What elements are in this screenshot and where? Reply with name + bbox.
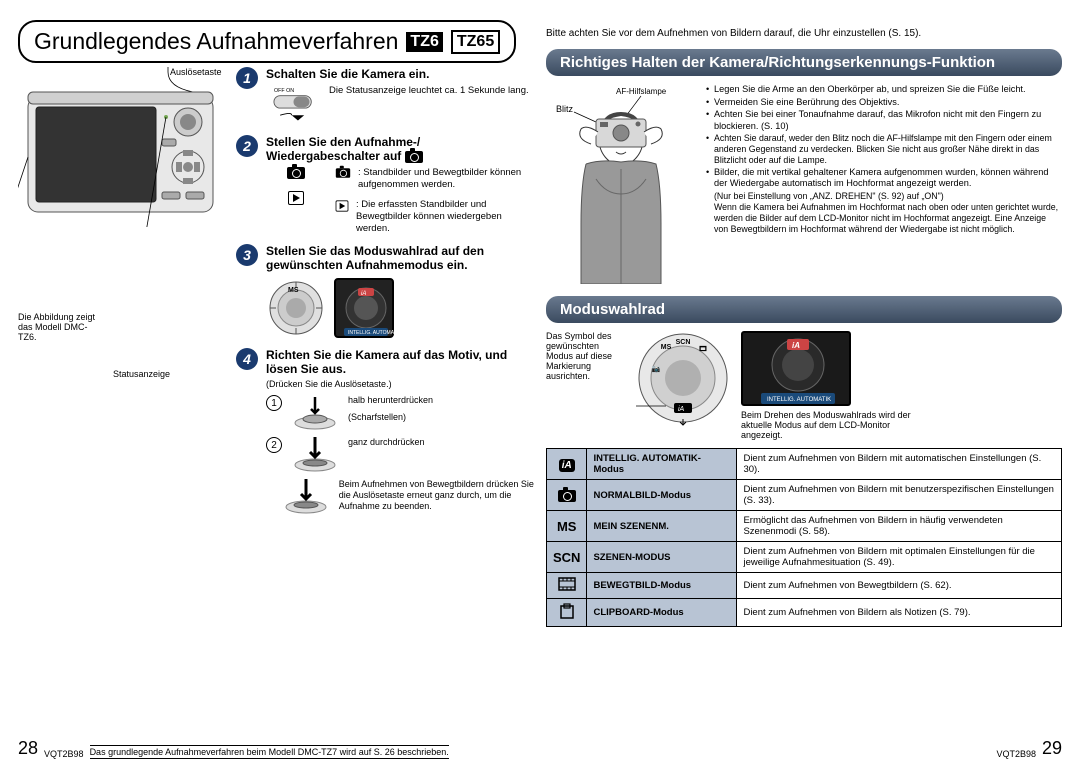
camera-mode-icon bbox=[287, 167, 305, 179]
holding-bullets: Legen Sie die Arme an den Oberkörper ab,… bbox=[706, 84, 1062, 284]
svg-text:OFF ON: OFF ON bbox=[274, 88, 294, 94]
full-press-icon bbox=[290, 437, 340, 473]
svg-text:SCN: SCN bbox=[676, 339, 691, 346]
svg-text:INTELLIG. AUTOMATIK: INTELLIG. AUTOMATIK bbox=[348, 330, 396, 336]
mode-row-5: CLIPBOARD-Modus Dient zum Aufnehmen von … bbox=[547, 599, 1062, 627]
press-2-text-a: ganz durchdrücken bbox=[348, 437, 425, 448]
footer-left: 28 VQT2B98 Das grundlegende Aufnahmeverf… bbox=[18, 738, 449, 759]
step-3: 3 Stellen Sie das Moduswahlrad auf den g… bbox=[236, 244, 534, 338]
bullet-0: Legen Sie die Arme an den Oberkörper ab,… bbox=[706, 84, 1062, 96]
svg-text:MS: MS bbox=[661, 344, 672, 351]
ia-icon: iA bbox=[559, 459, 575, 472]
mode-row-4: BEWEGTBILD-Modus Dient zum Aufnehmen von… bbox=[547, 573, 1062, 599]
camera-mode-table-icon bbox=[558, 490, 576, 502]
camera-icon-small bbox=[336, 168, 350, 178]
bullet-3: Achten Sie darauf, weder den Blitz noch … bbox=[706, 133, 1062, 166]
mode-row-2: MS MEIN SZENENM. Ermöglicht das Aufnehme… bbox=[547, 511, 1062, 542]
mode-row-3: SCN SZENEN-MODUS Dient zum Aufnehmen von… bbox=[547, 542, 1062, 573]
model-note: Die Abbildung zeigt das Modell DMC-TZ6. bbox=[18, 312, 98, 342]
page-num-right: 29 bbox=[1042, 738, 1062, 759]
left-page: Grundlegendes Aufnahmeverfahren TZ6 TZ65… bbox=[18, 20, 534, 757]
step-3-number: 3 bbox=[236, 244, 258, 266]
press-1-text-a: halb herunterdrücken bbox=[348, 395, 433, 406]
mode-dial-large: SCN MS 🎞 📷 iA bbox=[636, 331, 731, 426]
model-tag-tz65: TZ65 bbox=[451, 30, 500, 54]
page-title: Grundlegendes Aufnahmeverfahren bbox=[34, 28, 398, 55]
step-3-title: Stellen Sie das Moduswahlrad auf den gew… bbox=[266, 244, 534, 272]
bullet-1: Vermeiden Sie eine Berührung des Objekti… bbox=[706, 97, 1062, 109]
footer-note: Das grundlegende Aufnahmeverfahren beim … bbox=[90, 745, 449, 759]
press-2-text-b: Beim Aufnehmen von Bewegtbildern drücken… bbox=[339, 479, 534, 511]
power-switch-icon: OFF ON bbox=[266, 85, 321, 125]
rotate-note-1: (Nur bei Einstellung von „ANZ. DREHEN" (… bbox=[706, 191, 1062, 202]
mode-desc: Beim Drehen des Moduswahlrads wird der a… bbox=[741, 410, 911, 440]
mode-dial-photo-large: iA INTELLIG. AUTOMATIK bbox=[741, 331, 851, 406]
svg-text:iA: iA bbox=[792, 341, 800, 350]
holding-illustration: AF-Hilfslampe Blitz bbox=[546, 84, 696, 284]
step-4-title: Richten Sie die Kamera auf das Motiv, un… bbox=[266, 348, 534, 376]
steps-column: 1 Schalten Sie die Kamera ein. OFF ON bbox=[236, 67, 534, 525]
step-1-number: 1 bbox=[236, 67, 258, 89]
svg-text:iA: iA bbox=[678, 406, 685, 413]
press-1-text-b: (Scharfstellen) bbox=[348, 412, 433, 423]
step-2-row2: Die erfassten Standbilder und Bewegtbild… bbox=[356, 199, 502, 234]
play-icon-small bbox=[336, 200, 349, 211]
mode-row-0: iA INTELLIG. AUTOMATIK-Modus Dient zum A… bbox=[547, 449, 1062, 480]
footer-code-right: VQT2B98 bbox=[996, 749, 1036, 759]
footer-right: VQT2B98 29 bbox=[996, 738, 1062, 759]
right-page: Bitte achten Sie vor dem Aufnehmen von B… bbox=[546, 20, 1062, 757]
mode-row-1: NORMALBILD-Modus Dient zum Aufnehmen von… bbox=[547, 480, 1062, 511]
step-2-row1: Standbilder und Bewegtbilder können aufg… bbox=[358, 167, 521, 190]
full-press-icon-2 bbox=[281, 479, 331, 515]
svg-text:📷: 📷 bbox=[652, 365, 661, 373]
footer-code-left: VQT2B98 bbox=[44, 749, 84, 759]
mode-table: iA INTELLIG. AUTOMATIK-Modus Dient zum A… bbox=[546, 448, 1062, 627]
press-1-number: 1 bbox=[266, 395, 282, 411]
hold-section-title: Richtiges Halten der Kamera/Richtungserk… bbox=[546, 49, 1062, 76]
step-2-title: Stellen Sie den Aufnahme-/ Wiedergabesch… bbox=[266, 135, 534, 163]
play-mode-icon bbox=[288, 191, 304, 205]
step-4-number: 4 bbox=[236, 348, 258, 370]
step-1-title: Schalten Sie die Kamera ein. bbox=[266, 67, 534, 81]
model-tag-tz6: TZ6 bbox=[406, 32, 442, 52]
half-press-icon bbox=[290, 395, 340, 431]
rotate-note-2: Wenn die Kamera bei Aufnahmen im Hochfor… bbox=[706, 202, 1062, 235]
press-2-number: 2 bbox=[266, 437, 282, 453]
page-num-left: 28 bbox=[18, 738, 38, 759]
step-2: 2 Stellen Sie den Aufnahme-/ Wiedergabes… bbox=[236, 135, 534, 234]
step-2-number: 2 bbox=[236, 135, 258, 157]
step-1-text: Die Statusanzeige leuchtet ca. 1 Sekunde… bbox=[329, 85, 529, 125]
clipboard-icon bbox=[559, 603, 575, 619]
step-4: 4 Richten Sie die Kamera auf das Motiv, … bbox=[236, 348, 534, 515]
page-title-box: Grundlegendes Aufnahmeverfahren TZ6 TZ65 bbox=[18, 20, 516, 63]
film-icon bbox=[558, 577, 576, 591]
camera-icon bbox=[405, 151, 423, 163]
svg-text:INTELLIG. AUTOMATIK: INTELLIG. AUTOMATIK bbox=[767, 397, 831, 403]
shutter-label: Auslösetaste bbox=[170, 67, 222, 77]
bullet-2: Achten Sie bei einer Tonaufnahme darauf,… bbox=[706, 109, 1062, 132]
mode-dial-photo: iA INTELLIG. AUTOMATIK bbox=[334, 278, 394, 338]
svg-text:MS: MS bbox=[288, 287, 299, 294]
step-1: 1 Schalten Sie die Kamera ein. OFF ON bbox=[236, 67, 534, 125]
step-4-sub: (Drücken Sie die Auslösetaste.) bbox=[266, 379, 534, 389]
camera-illustration-column: Auslösetaste bbox=[18, 67, 228, 525]
mode-section-title: Moduswahlrad bbox=[546, 296, 1062, 323]
top-note: Bitte achten Sie vor dem Aufnehmen von B… bbox=[546, 28, 1062, 39]
mode-hint: Das Symbol des gewünschten Modus auf die… bbox=[546, 331, 626, 381]
mode-dial-drawing: MS bbox=[266, 278, 326, 338]
camera-back-illustration bbox=[18, 67, 218, 227]
svg-text:iA: iA bbox=[361, 291, 366, 297]
bullet-4: Bilder, die mit vertikal gehaltener Kame… bbox=[706, 167, 1062, 190]
svg-text:AF-Hilfslampe: AF-Hilfslampe bbox=[616, 87, 667, 96]
svg-text:🎞: 🎞 bbox=[699, 345, 708, 353]
status-label: Statusanzeige bbox=[113, 369, 170, 379]
svg-text:Blitz: Blitz bbox=[556, 104, 574, 114]
